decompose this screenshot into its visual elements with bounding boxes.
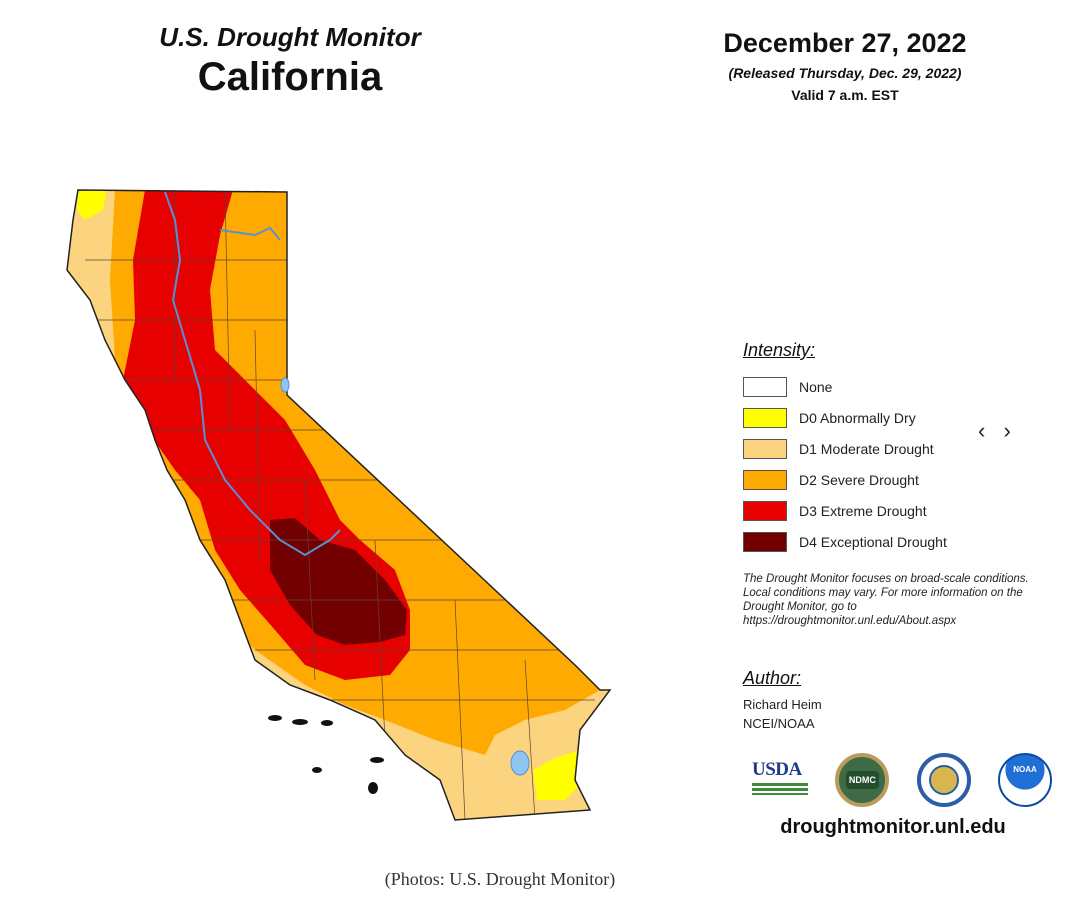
release-date: (Released Thursday, Dec. 29, 2022) [728, 65, 962, 81]
map-header: U.S. Drought Monitor California [120, 22, 460, 100]
legend-label: None [799, 378, 833, 395]
salton-sea [510, 750, 530, 776]
noaa-logo-icon: NOAA [997, 753, 1052, 807]
legend-swatch-none [743, 376, 787, 397]
photo-caption: (Photos: U.S. Drought Monitor) [384, 869, 616, 889]
author-org: NCEI/NOAA [743, 716, 815, 731]
usda-logo-icon: USDA [752, 759, 808, 801]
legend-item-d0: D0 Abnormally Dry [743, 402, 1063, 433]
partner-logos: USDA NDMC NOAA [752, 750, 1052, 810]
d0-region-north [77, 190, 107, 220]
legend-item-d1: D1 Moderate Drought [743, 433, 1063, 464]
website-url[interactable]: droughtmonitor.unl.edu [780, 816, 1006, 838]
carousel-arrows[interactable]: ‹ › [978, 418, 1017, 443]
ndmc-logo-text: NDMC [845, 771, 879, 789]
author-name: Richard Heim [743, 697, 822, 712]
date-block: December 27, 2022 (Released Thursday, De… [680, 28, 1010, 103]
author-block: Author: Richard Heim NCEI/NOAA [743, 668, 1043, 731]
state-outline [66, 189, 612, 821]
legend-label: D4 Exceptional Drought [799, 533, 947, 550]
legend-label: D0 Abnormally Dry [799, 409, 916, 426]
d0-region-south [533, 750, 585, 800]
county-lines [85, 190, 595, 820]
d4-region [270, 518, 407, 645]
legend-item-d3: D3 Extreme Drought [743, 495, 1063, 526]
ndmc-logo-icon: NDMC [835, 753, 890, 807]
legend-item-d2: D2 Severe Drought [743, 464, 1063, 495]
legend-swatch-d3 [743, 500, 787, 521]
map-title: California [197, 55, 383, 99]
legend-label: D2 Severe Drought [799, 471, 919, 488]
commerce-seal-icon [916, 753, 971, 807]
author-list: Richard Heim NCEI/NOAA [743, 697, 1043, 731]
legend-item-none: None [743, 371, 1063, 402]
commerce-seal-center [928, 765, 959, 795]
legend-item-d4: D4 Exceptional Drought [743, 526, 1063, 557]
disclaimer-note: The Drought Monitor focuses on broad-sca… [743, 573, 1029, 627]
legend-label: D1 Moderate Drought [799, 440, 934, 457]
valid-time: Valid 7 a.m. EST [791, 87, 899, 103]
map-subtitle: U.S. Drought Monitor [159, 22, 421, 52]
legend-swatch-d0 [743, 407, 787, 428]
california-drought-map [55, 180, 625, 830]
legend-list: None D0 Abnormally Dry D1 Moderate Droug… [743, 371, 1063, 557]
map-svg [66, 189, 612, 821]
legend-swatch-d1 [743, 438, 787, 459]
channel-islands [268, 715, 384, 794]
legend-heading: Intensity: [743, 340, 816, 360]
author-heading: Author: [743, 668, 802, 688]
noaa-logo-text: NOAA [1013, 765, 1037, 774]
intensity-legend: Intensity: None D0 Abnormally Dry D1 Mod… [743, 340, 1063, 557]
legend-swatch-d4 [743, 531, 787, 552]
usda-logo-text: USDA [752, 759, 802, 780]
usda-logo-bars [752, 783, 808, 795]
legend-label: D3 Extreme Drought [799, 502, 927, 519]
map-date: December 27, 2022 [723, 28, 967, 58]
lake-tahoe [280, 377, 290, 393]
rivers [164, 191, 341, 557]
legend-swatch-d2 [743, 469, 787, 490]
